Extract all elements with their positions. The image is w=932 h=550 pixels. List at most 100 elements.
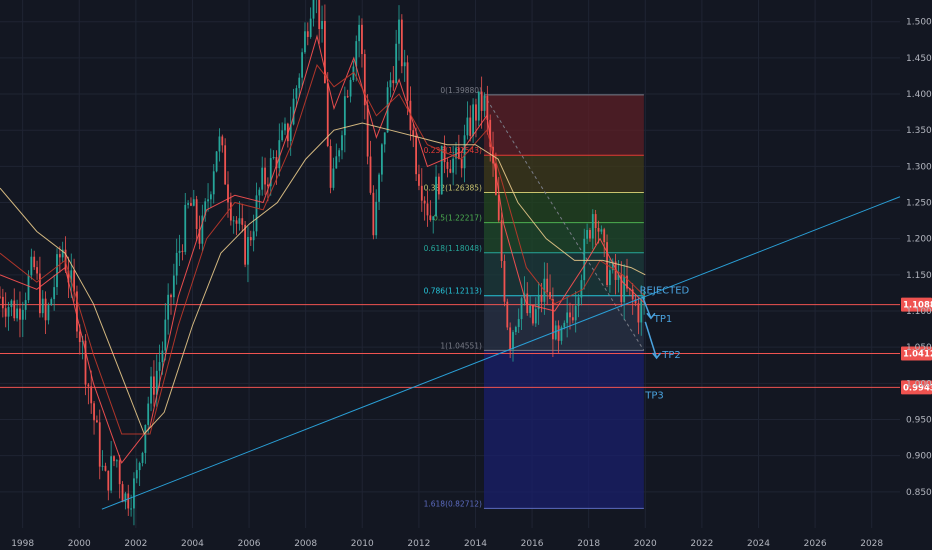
annotations: REJECTED TP1 TP2 TP3 (640, 286, 690, 402)
fib-level-label: 0.786(1.12113) (424, 287, 482, 296)
candle-body (244, 224, 246, 265)
candle-body (104, 465, 107, 471)
candle-body (207, 199, 209, 202)
candle-body (138, 462, 141, 471)
candle-body (56, 254, 58, 288)
candle-body (190, 203, 192, 206)
candle-body (506, 301, 509, 328)
candle-body (201, 215, 204, 244)
candle-body (295, 88, 298, 99)
candle-body (64, 249, 67, 271)
candle-body (175, 252, 178, 276)
candle-body (455, 147, 457, 159)
candle-body (560, 327, 563, 341)
candle-body (631, 289, 634, 300)
candle-body (278, 140, 281, 169)
candle-body (620, 274, 623, 303)
candle-body (403, 62, 406, 67)
candle-body (281, 130, 284, 141)
candle-body (449, 168, 452, 173)
x-tick-label: 2012 (407, 539, 430, 549)
candle-body (378, 174, 380, 202)
candle-body (21, 309, 24, 320)
candle-body (440, 145, 443, 195)
candle-body (520, 298, 523, 320)
candle-body (540, 294, 543, 302)
y-tick-label: 1.30000 (906, 162, 932, 172)
candle-body (264, 167, 266, 185)
fib-level-label: 0(1.39880) (440, 86, 482, 95)
candle-body (571, 317, 574, 321)
candle-body (181, 250, 184, 252)
annotation-rejected: REJECTED (640, 286, 690, 297)
x-tick-label: 2008 (294, 539, 317, 549)
candle-body (432, 216, 435, 220)
candle-body (76, 291, 78, 332)
tp2-arrow (644, 321, 658, 359)
candle-body (93, 403, 95, 421)
price-level-label: 1.10883 (903, 301, 932, 311)
candle-body (372, 192, 375, 236)
candle-body (406, 62, 409, 101)
candle-body (172, 275, 175, 298)
candle-body (577, 297, 580, 306)
x-tick-label: 2000 (68, 539, 91, 549)
trendline-group (101, 196, 901, 510)
candle-body (133, 478, 135, 509)
candle-body (198, 228, 201, 244)
candle-body (611, 261, 614, 271)
candle-body (606, 242, 608, 285)
candle-body (381, 144, 383, 175)
candle-body (412, 130, 415, 136)
candle-body (39, 273, 41, 314)
candle-body (418, 174, 420, 186)
candle-body (452, 158, 455, 173)
candle-body (218, 136, 221, 152)
candle-body (477, 91, 480, 121)
y-tick-label: 0.95000 (906, 416, 932, 426)
candle-body (352, 66, 355, 80)
candle-body (96, 420, 98, 423)
candle-body (623, 275, 626, 303)
candle-body (549, 292, 551, 300)
candle-body (383, 132, 386, 145)
candle-body (460, 159, 463, 169)
x-tick-label: 2028 (860, 539, 883, 549)
annotation-tp2: TP2 (661, 350, 681, 361)
candle-body (338, 150, 341, 157)
candle-body (269, 158, 272, 187)
candle-body (121, 484, 124, 503)
x-tick-label: 2026 (804, 539, 827, 549)
fib-level-label: 1.618(0.82712) (424, 499, 482, 508)
candle-body (227, 184, 229, 203)
candle-body (58, 254, 61, 258)
candle-body (70, 270, 73, 283)
x-tick-label: 2016 (521, 539, 544, 549)
candle-body (312, 0, 315, 19)
candle-body (472, 104, 474, 137)
candle-body (443, 145, 446, 163)
x-tick-label: 2004 (181, 539, 204, 549)
candle-body (503, 260, 506, 302)
candle-body (343, 96, 346, 136)
price-level-label: 1.04128 (903, 349, 932, 359)
candle-body (617, 274, 620, 280)
candle-body (284, 123, 286, 131)
moving-average-line (0, 34, 646, 464)
candle-body (637, 303, 640, 323)
candle-body (361, 24, 363, 55)
candle-body (212, 171, 215, 195)
candle-body (594, 214, 597, 229)
candle-body (238, 218, 241, 224)
x-tick-label: 2020 (634, 539, 657, 549)
candle-body (341, 135, 343, 151)
y-tick-label: 1.10000 (906, 307, 932, 317)
candle-body (73, 270, 75, 292)
y-tick-label: 1.45000 (906, 54, 932, 64)
candle-body (466, 117, 469, 136)
candle-body (626, 275, 628, 289)
fibonacci-retracement: 0(1.39880)0.236(1.31543)0.382(1.26385)0.… (424, 86, 645, 509)
tp1-arrow-head (646, 312, 656, 320)
moving-average-line (0, 64, 646, 435)
candle-body (44, 298, 47, 321)
